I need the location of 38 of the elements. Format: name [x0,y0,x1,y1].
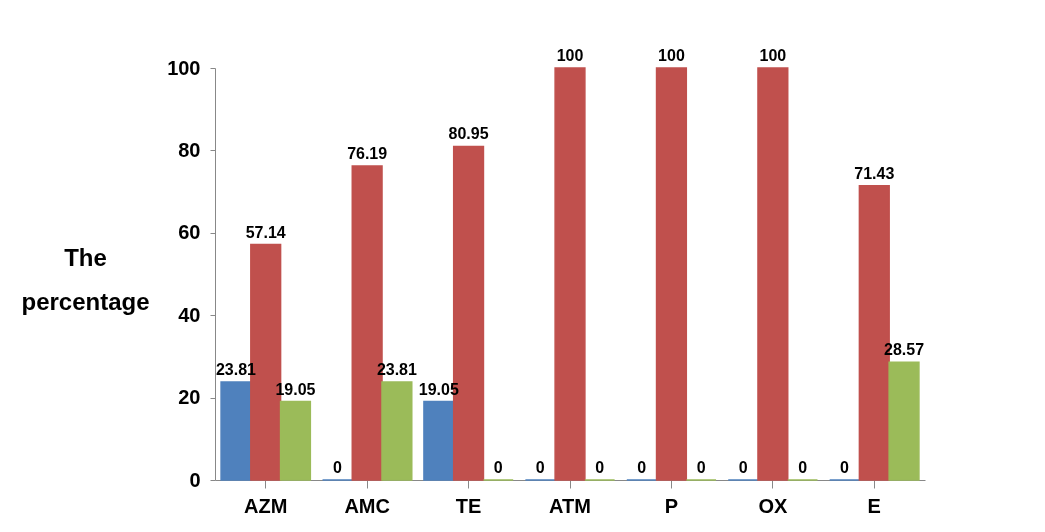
data-label: 0 [637,459,647,476]
y-tick-label: 80 [178,138,201,161]
data-label: 57.14 [245,223,286,241]
data-label: 0 [840,459,850,476]
x-tick-label: TE [455,494,482,517]
y-tick-label: 60 [178,221,201,244]
data-label: 0 [493,459,503,476]
data-label: 71.43 [854,164,895,182]
data-label: 0 [595,459,605,476]
data-label: 0 [535,459,545,476]
data-label: 76.19 [347,145,388,163]
y-tick-label: 100 [167,56,201,79]
bar [757,67,789,481]
x-tick-label: AZM [244,494,288,517]
data-label: 100 [556,47,584,64]
data-label: 100 [759,47,787,64]
y-axis-title: The percentage [21,243,150,315]
bar [554,67,586,481]
bar [423,400,455,481]
data-label: 0 [738,459,748,476]
data-label: 0 [696,459,706,476]
bar [279,400,312,481]
x-tick-label: OX [758,494,788,517]
y-tick-label: 20 [178,386,201,409]
y-tick-label: 0 [189,468,201,491]
data-label: 0 [332,459,342,476]
data-label: 80.95 [448,125,489,143]
x-tick-label: P [664,494,679,517]
x-tick-label: ATM [549,494,591,517]
y-tick-label: 40 [178,303,201,326]
bar [220,381,252,481]
x-tick-label: AMC [344,494,390,517]
bar [888,361,920,481]
bar [381,381,413,481]
bar [655,67,688,481]
data-label: 0 [798,459,808,476]
x-tick-label: E [867,494,881,517]
data-label: 100 [658,47,685,64]
